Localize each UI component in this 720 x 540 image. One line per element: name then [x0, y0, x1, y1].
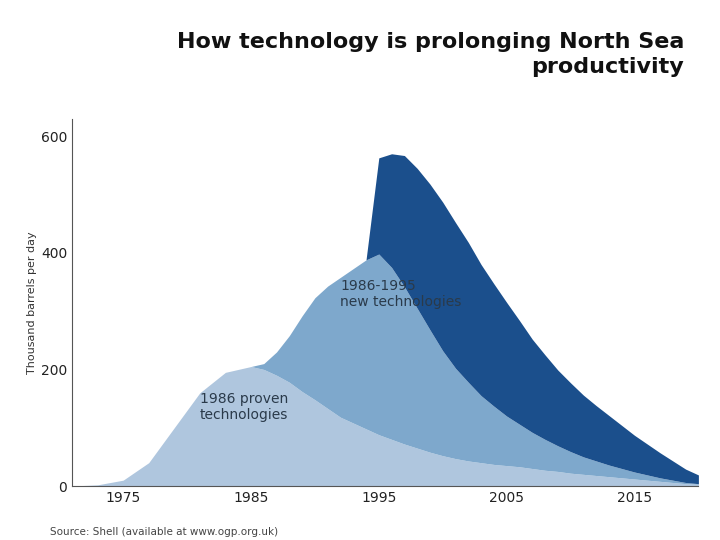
- Text: 1986-1995
new technologies: 1986-1995 new technologies: [341, 279, 462, 309]
- Text: 1995-1999
new technologies: 1995-1999 new technologies: [596, 316, 720, 347]
- Y-axis label: Thousand barrels per day: Thousand barrels per day: [27, 231, 37, 374]
- Text: 1986 proven
technologies: 1986 proven technologies: [200, 392, 288, 422]
- Text: How technology is prolonging North Sea
productivity: How technology is prolonging North Sea p…: [176, 32, 684, 77]
- Text: Source: Shell (available at www.ogp.org.uk): Source: Shell (available at www.ogp.org.…: [50, 526, 279, 537]
